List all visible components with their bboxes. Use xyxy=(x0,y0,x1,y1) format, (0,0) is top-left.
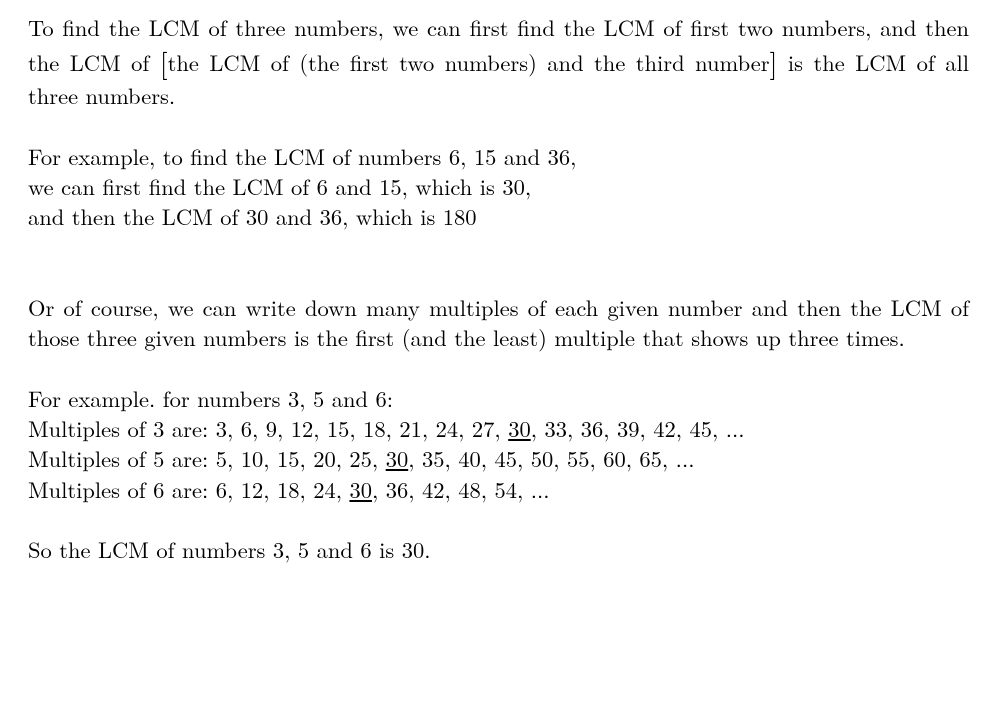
spacer xyxy=(28,232,969,262)
multiples-of-3: Multiples of 3 are: 3, 6, 9, 12, 15, 18,… xyxy=(28,413,969,443)
spacer xyxy=(28,504,969,534)
text-segment: Multiples of 3 are: 3, 6, 9, 12, 15, 18,… xyxy=(28,412,508,444)
multiples-of-5: Multiples of 5 are: 5, 10, 15, 20, 25, 3… xyxy=(28,443,969,473)
example1-line2: we can first find the LCM of 6 and 15, w… xyxy=(28,171,969,201)
text-segment: , 33, 36, 39, 42, 45, ... xyxy=(531,412,745,444)
text-segment: Multiples of 6 are: 6, 12, 18, 24, xyxy=(28,473,349,505)
lcm-value: 30 xyxy=(508,412,531,444)
text-segment: the LCM of (the first two numbers) and t… xyxy=(168,46,770,78)
spacer xyxy=(28,353,969,383)
spacer xyxy=(28,111,969,141)
multiples-of-6: Multiples of 6 are: 6, 12, 18, 24, 30, 3… xyxy=(28,474,969,504)
example1-line1: For example, to find the LCM of numbers … xyxy=(28,141,969,171)
text-segment: , 35, 40, 45, 50, 55, 60, 65, ... xyxy=(408,442,694,474)
open-bracket: [ xyxy=(160,42,168,82)
paragraph-method2: Or of course, we can write down many mul… xyxy=(28,292,969,353)
example2-line1: For example. for numbers 3, 5 and 6: xyxy=(28,383,969,413)
close-bracket: ] xyxy=(770,42,778,82)
conclusion: So the LCM of numbers 3, 5 and 6 is 30. xyxy=(28,534,969,564)
lcm-value: 30 xyxy=(386,442,409,474)
text-segment: Multiples of 5 are: 5, 10, 15, 20, 25, xyxy=(28,442,386,474)
text-segment: , 36, 42, 48, 54, ... xyxy=(372,473,550,505)
paragraph-intro: To find the LCM of three numbers, we can… xyxy=(28,12,969,111)
spacer xyxy=(28,262,969,292)
lcm-value: 30 xyxy=(349,473,372,505)
example1-line3: and then the LCM of 30 and 36, which is … xyxy=(28,201,969,231)
